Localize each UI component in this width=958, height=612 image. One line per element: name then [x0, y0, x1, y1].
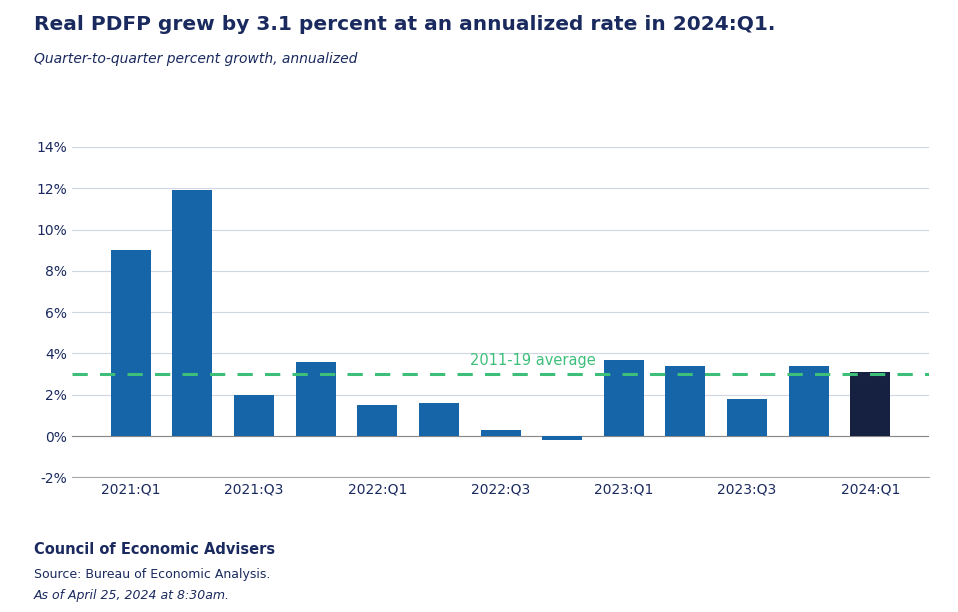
Text: Quarter-to-quarter percent growth, annualized: Quarter-to-quarter percent growth, annua… [34, 52, 357, 66]
Bar [542, 436, 582, 440]
Bar [851, 372, 890, 436]
Bar [727, 399, 767, 436]
Bar [172, 190, 213, 436]
Text: Real PDFP grew by 3.1 percent at an annualized rate in 2024:Q1.: Real PDFP grew by 3.1 percent at an annu… [34, 15, 775, 34]
Bar [419, 403, 459, 436]
Bar [234, 395, 274, 436]
Text: As of April 25, 2024 at 8:30am.: As of April 25, 2024 at 8:30am. [34, 589, 230, 602]
Text: Council of Economic Advisers: Council of Economic Advisers [34, 542, 275, 557]
Bar [111, 250, 150, 436]
Bar [296, 362, 335, 436]
Bar [666, 366, 705, 436]
Text: 2011-19 average: 2011-19 average [469, 353, 596, 368]
Bar [481, 430, 520, 436]
Text: Source: Bureau of Economic Analysis.: Source: Bureau of Economic Analysis. [34, 568, 270, 581]
Bar [357, 405, 398, 436]
Bar [788, 366, 829, 436]
Bar [604, 360, 644, 436]
